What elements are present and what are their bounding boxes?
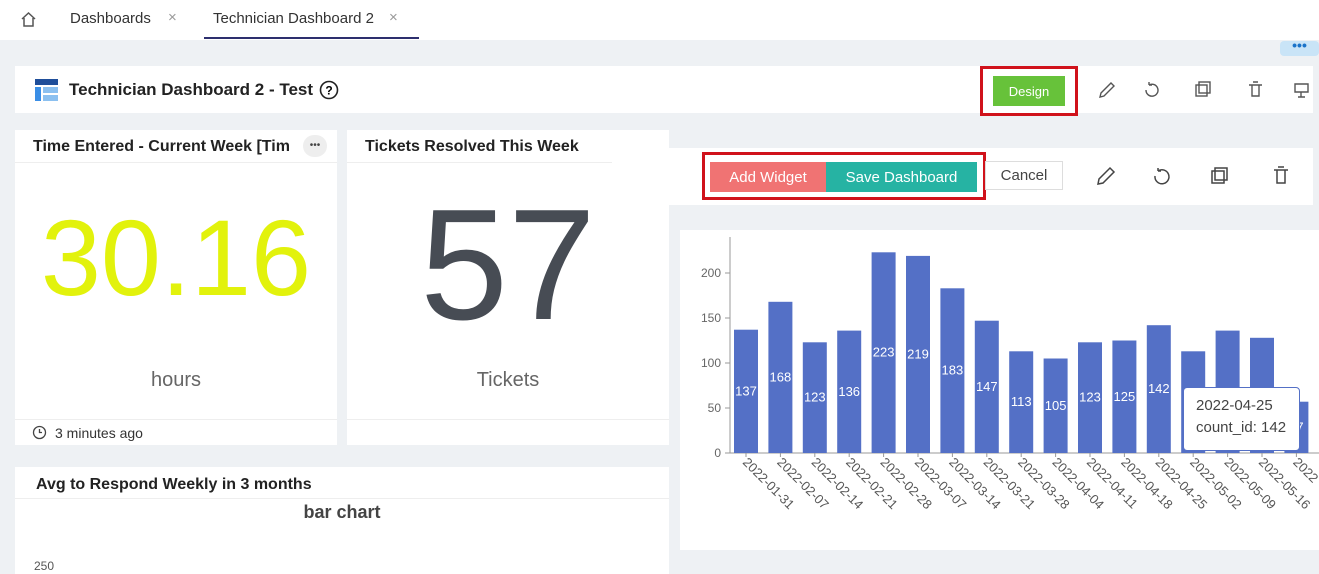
dashboard-icon (35, 79, 58, 101)
bar (940, 288, 965, 453)
divider (15, 498, 669, 499)
dashboard-title: Technician Dashboard 2 - Test (69, 80, 314, 99)
tooltip-title: 2022-04-25 (1196, 397, 1273, 414)
header-icons (1099, 81, 1309, 98)
bar (1043, 358, 1068, 453)
data-label: 137 (735, 383, 757, 398)
kpi-value: 57 (420, 177, 596, 353)
copy-icon[interactable] (1211, 170, 1225, 184)
toolbar-icons (1097, 166, 1288, 185)
x-tick-label: 2022 (1290, 455, 1319, 486)
copy-icon[interactable] (1195, 84, 1208, 97)
bar (734, 329, 758, 453)
y-tick-label: 250 (34, 559, 55, 573)
chart-title: bar chart (303, 502, 381, 522)
edit-icon[interactable] (1097, 166, 1116, 185)
data-label: 125 (1114, 389, 1136, 404)
data-label: 223 (873, 345, 895, 360)
close-icon[interactable]: × (389, 9, 398, 26)
widget-title: Tickets Resolved This Week (365, 138, 579, 155)
cancel-button[interactable]: Cancel (985, 161, 1063, 190)
refresh-icon[interactable] (1154, 168, 1170, 185)
widget-menu[interactable]: ••• (303, 135, 327, 157)
more-button[interactable]: ••• (1280, 38, 1319, 56)
widget-title: Time Entered - Current Week [Tim (33, 138, 290, 155)
divider (15, 162, 337, 163)
data-label: 136 (838, 384, 860, 399)
chart: 0501001502001372022-01-311682022-02-0712… (701, 237, 1319, 512)
header (15, 66, 1313, 113)
tooltip-text: count_id: 142 (1196, 419, 1287, 436)
edit-icon[interactable] (1099, 82, 1115, 98)
highlight (980, 66, 1078, 116)
data-label: 113 (1011, 394, 1032, 409)
y-tick-label: 50 (708, 401, 722, 415)
bar (906, 255, 930, 453)
delete-icon[interactable] (1249, 81, 1262, 97)
bar (837, 330, 862, 453)
bar (1112, 340, 1137, 453)
divider (15, 419, 337, 420)
home-icon[interactable] (20, 11, 37, 28)
refresh-icon[interactable] (1145, 82, 1159, 97)
data-label: 219 (907, 346, 929, 361)
save-button[interactable]: Save Dashboard (826, 162, 977, 192)
svg-text:?: ? (325, 84, 332, 98)
data-label: 105 (1045, 398, 1067, 413)
divider (347, 419, 669, 420)
bar (1009, 351, 1034, 453)
y-tick-label: 150 (701, 311, 721, 325)
widget (15, 467, 669, 574)
data-label: 123 (804, 390, 826, 405)
kpi-value: 30.16 (40, 197, 312, 318)
y-tick-label: 0 (714, 446, 721, 460)
data-label: 168 (770, 369, 792, 384)
bar (871, 252, 896, 453)
tooltip: 2022-04-25 count_id: 142 (1183, 387, 1300, 451)
highlight (702, 152, 986, 200)
widget-title: Avg to Respond Weekly in 3 months (36, 476, 312, 493)
kpi-unit: hours (150, 369, 202, 391)
y-tick-label: 200 (701, 266, 721, 280)
data-label: 147 (976, 379, 998, 394)
tab-bar (0, 0, 1319, 40)
y-tick-label: 100 (701, 356, 721, 370)
data-label: 183 (942, 363, 964, 378)
help-icon[interactable]: ? (319, 80, 339, 100)
add-widget-button[interactable]: Add Widget (710, 162, 826, 192)
data-label: 123 (1079, 390, 1101, 405)
bar (1078, 342, 1102, 453)
bar (1146, 325, 1171, 453)
delete-icon[interactable] (1274, 166, 1288, 184)
widget (15, 130, 337, 445)
divider (347, 162, 669, 163)
clock-icon (32, 425, 47, 440)
kpi-unit: Tickets (476, 369, 540, 391)
updated-time: 3 minutes ago (55, 425, 143, 441)
tab-underline (204, 37, 419, 39)
tab-active[interactable]: Technician Dashboard 2 (213, 10, 374, 27)
design-button[interactable]: Design (993, 76, 1065, 106)
screen-icon[interactable] (1294, 83, 1309, 98)
bar (768, 301, 793, 453)
bar (802, 342, 827, 453)
data-label: 142 (1148, 381, 1170, 396)
close-icon[interactable]: × (168, 9, 177, 26)
tab[interactable]: Dashboards (70, 10, 151, 27)
bar (974, 320, 999, 453)
